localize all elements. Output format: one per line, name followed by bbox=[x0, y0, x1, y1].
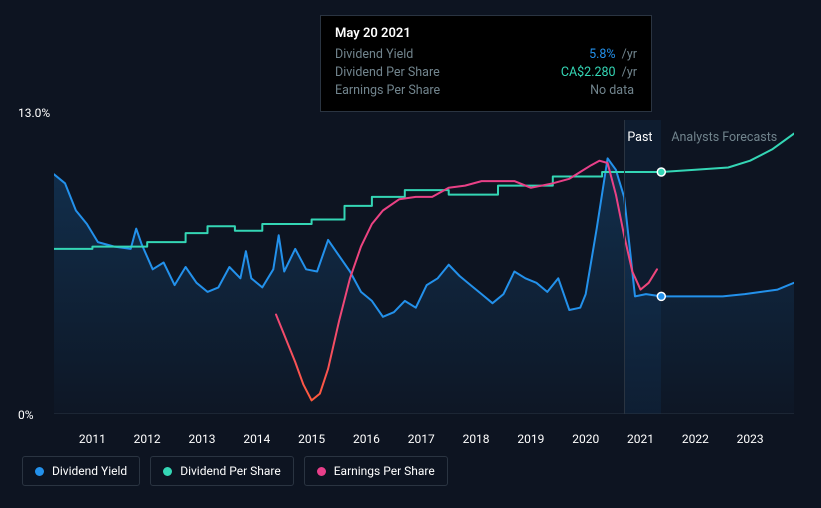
x-axis-year-label: 2015 bbox=[298, 432, 325, 446]
legend-dot-icon bbox=[317, 467, 326, 476]
tooltip-row-value: 5.8% /yr bbox=[589, 47, 637, 62]
hover-vertical-line bbox=[624, 120, 625, 414]
legend-label: Dividend Per Share bbox=[180, 464, 281, 478]
x-axis-year-label: 2018 bbox=[463, 432, 490, 446]
legend-item[interactable]: Earnings Per Share bbox=[304, 456, 448, 486]
tooltip-date: May 20 2021 bbox=[335, 26, 637, 41]
tooltip-row: Dividend Per Share CA$2.280 /yr bbox=[335, 65, 637, 80]
x-axis-year-label: 2011 bbox=[79, 432, 106, 446]
past-section-label: Past bbox=[627, 130, 652, 145]
x-axis-year-label: 2022 bbox=[682, 432, 709, 446]
legend-label: Dividend Yield bbox=[52, 464, 127, 478]
x-axis-year-label: 2023 bbox=[737, 432, 764, 446]
x-axis-year-label: 2012 bbox=[134, 432, 161, 446]
tooltip-row-label: Earnings Per Share bbox=[335, 83, 440, 98]
y-axis-min-label: 0% bbox=[18, 408, 34, 422]
legend-item[interactable]: Dividend Per Share bbox=[150, 456, 294, 486]
x-axis-year-label: 2019 bbox=[517, 432, 544, 446]
series-marker bbox=[657, 292, 665, 300]
x-axis-year-label: 2020 bbox=[572, 432, 599, 446]
hover-tooltip: May 20 2021 Dividend Yield5.8% /yrDivide… bbox=[320, 15, 652, 112]
chart-svg[interactable] bbox=[54, 120, 794, 414]
series-marker bbox=[657, 168, 665, 176]
legend-dot-icon bbox=[35, 467, 44, 476]
dividend-chart: May 20 2021 Dividend Yield5.8% /yrDivide… bbox=[0, 0, 821, 508]
tooltip-row-value: CA$2.280 /yr bbox=[561, 65, 637, 80]
tooltip-row: Dividend Yield 5.8% /yr bbox=[335, 47, 637, 62]
tooltip-row-label: Dividend Per Share bbox=[335, 65, 440, 80]
tooltip-row-value: No data bbox=[590, 83, 637, 98]
tooltip-row-label: Dividend Yield bbox=[335, 47, 413, 62]
x-axis-year-label: 2016 bbox=[353, 432, 380, 446]
x-axis-year-label: 2014 bbox=[243, 432, 270, 446]
x-axis-year-label: 2013 bbox=[189, 432, 216, 446]
chart-legend: Dividend Yield Dividend Per Share Earnings… bbox=[22, 456, 448, 486]
y-axis-max-label: 13.0% bbox=[18, 106, 50, 120]
x-axis-year-label: 2017 bbox=[408, 432, 435, 446]
x-axis-year-label: 2021 bbox=[627, 432, 654, 446]
legend-item[interactable]: Dividend Yield bbox=[22, 456, 140, 486]
tooltip-row: Earnings Per Share No data bbox=[335, 83, 637, 98]
forecast-section-label: Analysts Forecasts bbox=[671, 130, 777, 145]
legend-dot-icon bbox=[163, 467, 172, 476]
legend-label: Earnings Per Share bbox=[334, 464, 435, 478]
dps-line-past bbox=[54, 172, 661, 249]
